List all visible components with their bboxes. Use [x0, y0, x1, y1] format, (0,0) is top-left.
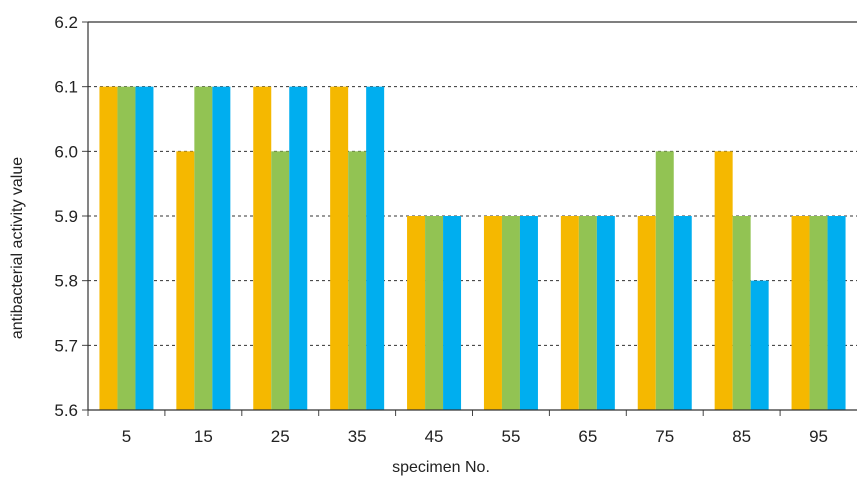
x-tick-label: 55: [501, 427, 520, 446]
x-tick-label: 5: [122, 427, 131, 446]
bar: [596, 216, 615, 410]
bar: [519, 216, 538, 410]
y-tick-label: 5.9: [54, 207, 78, 226]
bar: [714, 151, 733, 411]
x-tick-label: 15: [194, 427, 213, 446]
bar: [501, 216, 520, 410]
bar: [330, 86, 349, 411]
x-tick-label: 85: [732, 427, 751, 446]
bar: [443, 216, 462, 410]
bar: [809, 216, 828, 410]
bar: [578, 216, 597, 410]
y-tick-labels: 5.6 5.7 5.8 5.9 6.0 6.1 6.2: [54, 13, 78, 420]
bar: [271, 151, 290, 411]
y-tick-label: 5.6: [54, 401, 78, 420]
bars: [99, 86, 846, 411]
y-tick-label: 6.2: [54, 13, 78, 32]
bar: [655, 151, 674, 411]
bar: [117, 86, 136, 411]
bar: [425, 216, 444, 410]
x-tick-label: 95: [809, 427, 828, 446]
bar: [750, 280, 769, 410]
bar: [348, 151, 367, 411]
bar: [732, 216, 751, 410]
bar: [212, 86, 231, 411]
bar: [560, 216, 579, 410]
bar: [791, 216, 810, 410]
bar: [289, 86, 308, 411]
bar: [637, 216, 656, 410]
x-tick-label: 45: [425, 427, 444, 446]
bar: [135, 86, 154, 411]
x-tick-label: 35: [348, 427, 367, 446]
y-tick-label: 6.1: [54, 78, 78, 97]
bar: [176, 151, 195, 411]
axes: [82, 21, 857, 416]
bar: [827, 216, 846, 410]
bar: [407, 216, 426, 410]
y-axis-title: antibacterial activity value: [9, 157, 26, 339]
x-tick-label: 65: [578, 427, 597, 446]
x-tick-labels: 5 15 25 35 45 55 65 75 85 95: [122, 427, 828, 446]
y-tick-label: 5.7: [54, 336, 78, 355]
x-axis-title: specimen No.: [392, 459, 490, 476]
bar: [253, 86, 272, 411]
y-tick-label: 5.8: [54, 272, 78, 291]
bar: [673, 216, 692, 410]
bar: [194, 86, 213, 411]
x-tick-label: 75: [655, 427, 674, 446]
x-tick-label: 25: [271, 427, 290, 446]
y-tick-label: 6.0: [54, 142, 78, 161]
bar: [483, 216, 502, 410]
bar: [366, 86, 385, 411]
bar: [99, 86, 118, 411]
